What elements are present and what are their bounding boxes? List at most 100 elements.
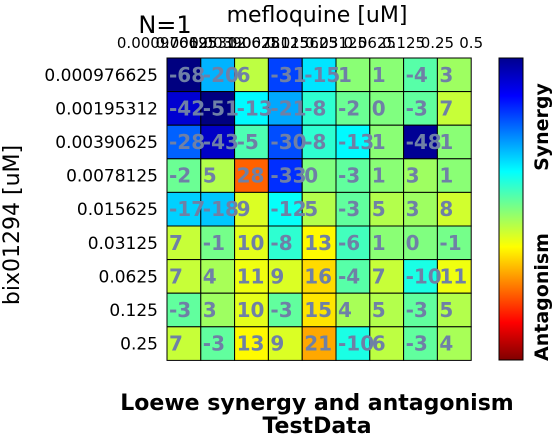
y-tick-label: 0.125 [109, 301, 158, 321]
heatmap-cell [166, 91, 202, 126]
heatmap-cell-value: 7 [372, 264, 386, 288]
heatmap-cell-value: 4 [439, 332, 453, 356]
heatmap-cell [436, 191, 472, 227]
heatmap-cell [436, 91, 472, 126]
heatmap-cell-value: 0 [372, 96, 386, 120]
heatmap-cell [301, 57, 337, 93]
y-tick-labels: 0.000976625 0.00195312 0.00390625 0.0078125… [44, 66, 158, 355]
heatmap-cell-value: -6 [338, 231, 360, 255]
heatmap-cell-value: -3 [270, 298, 292, 322]
heatmap-cell-value: -31 [270, 63, 306, 87]
heatmap-cell [369, 91, 405, 126]
heatmap-cell [335, 225, 371, 261]
x-tick-label: 0.000976625 [117, 34, 217, 52]
heatmap-cell-value: 13 [304, 231, 332, 255]
heatmap-cell-value: -2 [338, 96, 360, 120]
x-tick-label: 0.00195312 [155, 34, 246, 52]
heatmap-cell-value: 1 [372, 63, 386, 87]
heatmap-cell [200, 326, 236, 361]
heatmap-cell-value: 9 [237, 197, 251, 221]
x-tick-label: 0.03125 [305, 34, 367, 52]
heatmap-cell-value: 5 [304, 197, 318, 221]
x-tick-labels: 0.0009766250.001953120.003906250.0078125… [117, 34, 483, 52]
heatmap-cell-value: -43 [203, 130, 239, 154]
heatmap-cell-value: -5 [237, 130, 259, 154]
heatmap-cell [369, 158, 405, 193]
heatmap-cell-value: 16 [304, 264, 332, 288]
heatmap-cell [200, 225, 236, 261]
heatmap-cell-value: -3 [406, 298, 428, 322]
heatmap-cell [436, 158, 472, 193]
heatmap-cell [403, 326, 438, 361]
heatmap-cell-value: 1 [372, 130, 386, 154]
x-axis-label: mefloquine [uM] [227, 3, 408, 28]
y-tick-label: 0.00195312 [55, 99, 158, 119]
heatmap-cell-value: 8 [439, 197, 453, 221]
heatmap-cell [335, 91, 371, 126]
heatmap-cell [200, 91, 236, 126]
heatmap-cell [267, 124, 303, 160]
heatmap-cell [301, 225, 337, 261]
heatmap-cell [335, 57, 371, 93]
heatmap-cell [234, 91, 269, 126]
heatmap-cell [436, 292, 472, 328]
heatmap-cell-value: 6 [237, 63, 251, 87]
chart-subtitle: TestData [262, 414, 371, 437]
heatmap-cell-value: 11 [237, 264, 265, 288]
x-tick-label: 0.0078125 [228, 34, 309, 52]
x-tick-label: 0.00390625 [189, 34, 280, 52]
heatmap-cell-value: 3 [203, 298, 217, 322]
heatmap-cell [335, 259, 371, 294]
heatmap-cell-value: -4 [338, 264, 360, 288]
heatmap-cell [166, 158, 202, 193]
x-tick-label: 0.125 [382, 34, 425, 52]
heatmap-cell-value: 3 [439, 63, 453, 87]
heatmap-cell-value: -10 [406, 264, 442, 288]
heatmap-cell-value: -3 [338, 164, 360, 188]
heatmap-cell-value: -33 [270, 164, 306, 188]
heatmap-cell-value: 13 [237, 332, 265, 356]
y-tick-label: 0.25 [120, 335, 158, 355]
heatmap-cell-value: -20 [203, 63, 239, 87]
heatmap-cell-value: 7 [439, 96, 453, 120]
heatmap-cell-value: 15 [304, 298, 332, 322]
heatmap-cell-value: -12 [270, 197, 306, 221]
x-tick-label: 0.5 [459, 34, 483, 52]
heatmap-cell [267, 57, 303, 93]
heatmap-cell [369, 292, 405, 328]
heatmap-cell [403, 57, 438, 93]
heatmap-cell [200, 191, 236, 227]
heatmap-cell-value: -2 [169, 164, 191, 188]
heatmap-cell-value: 6 [372, 332, 386, 356]
y-axis-label: bix01294 [uM] [0, 145, 25, 305]
heatmap-cell-value: -15 [304, 63, 340, 87]
y-tick-label: 0.015625 [77, 200, 158, 220]
y-tick-label: 0.00390625 [55, 133, 158, 153]
heatmap-cell-value: 1 [439, 130, 453, 154]
heatmap-cell-value: -68 [169, 63, 205, 87]
heatmap-cell-value: -3 [406, 96, 428, 120]
heatmap-cell-value: 9 [270, 264, 284, 288]
heatmap-cell-value: -30 [270, 130, 306, 154]
heatmap-cell-value: -8 [304, 96, 326, 120]
heatmap-cell-value: -3 [169, 298, 191, 322]
heatmap-cell-value: -3 [338, 197, 360, 221]
heatmap-cell-labels: -68-206 -31-151 1 -4 3-42-51-13-21-8 -2 0 -3 7-2… [169, 63, 467, 356]
heatmap-cell [234, 124, 269, 160]
heatmap-cell-value: -42 [169, 96, 205, 120]
heatmap-cell-value: 1 [338, 63, 352, 87]
y-tick-label: 0.03125 [88, 234, 158, 254]
colorbar-label-synergy: Synergy [531, 82, 553, 170]
heatmap-cell-value: 4 [338, 298, 352, 322]
heatmap-cell [267, 191, 303, 227]
heatmap-cell-value: 7 [169, 264, 183, 288]
heatmap-cell-value: -3 [203, 332, 225, 356]
heatmap-cell-value: 5 [372, 197, 386, 221]
heatmap-cell [369, 225, 405, 261]
heatmap-cell-value: 10 [237, 298, 265, 322]
heatmap-cell-value: 5 [372, 298, 386, 322]
chart-title: Loewe synergy and antagonism [120, 391, 513, 416]
heatmap-cell-value: -8 [304, 130, 326, 154]
heatmap-cell-value: 3 [406, 164, 420, 188]
